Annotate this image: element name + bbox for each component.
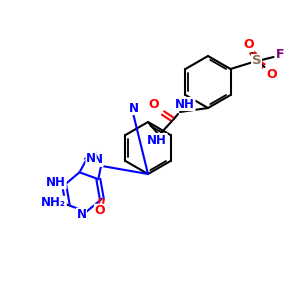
Text: N: N bbox=[86, 152, 96, 165]
Text: NH: NH bbox=[147, 134, 167, 146]
Text: NH: NH bbox=[46, 176, 66, 189]
Text: N: N bbox=[76, 208, 86, 221]
Text: O: O bbox=[149, 98, 159, 112]
Text: O: O bbox=[94, 204, 105, 217]
Text: NH₂: NH₂ bbox=[41, 196, 66, 209]
Text: NH: NH bbox=[175, 98, 195, 110]
Text: S: S bbox=[252, 55, 261, 68]
Text: O: O bbox=[243, 38, 254, 52]
Text: F: F bbox=[276, 49, 285, 62]
Text: O: O bbox=[266, 68, 277, 80]
Text: N: N bbox=[129, 101, 139, 115]
Text: N: N bbox=[93, 153, 103, 166]
